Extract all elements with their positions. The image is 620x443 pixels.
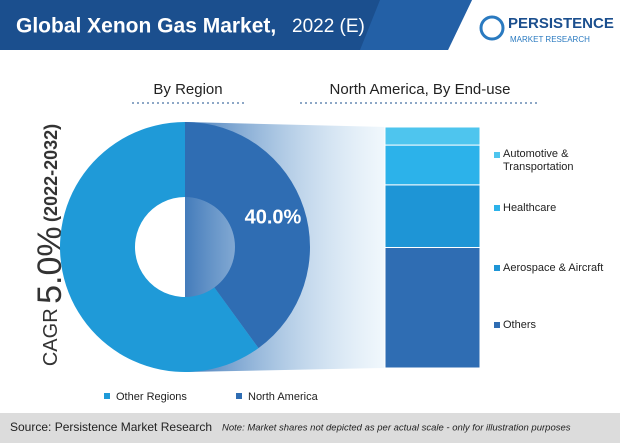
bar-title: North America, By End-use: [330, 81, 511, 98]
logo-name: PERSISTENCE: [508, 15, 614, 32]
header-stripe: [360, 0, 472, 50]
cagr-label: CAGR: [40, 308, 62, 366]
cagr: CAGR 5.0% (2022-2032): [31, 124, 69, 366]
cagr-period: (2022-2032): [41, 124, 61, 222]
note: Note: Market shares not depicted as per …: [222, 423, 571, 434]
legend-swatch: [494, 265, 500, 271]
logo-tagline: MARKET RESEARCH: [510, 35, 590, 44]
title: Global Xenon Gas Market,: [16, 15, 276, 38]
logo-icon: [479, 15, 505, 41]
donut-title: By Region: [153, 81, 222, 98]
bar-segment: [384, 247, 481, 369]
legend-label: Aerospace & Aircraft: [503, 261, 604, 274]
legend-swatch: [494, 322, 500, 328]
header-band: [0, 0, 472, 50]
value-label: 40.0%: [245, 207, 302, 229]
title-suffix: 2022 (E): [292, 16, 365, 37]
donut-segment: [60, 122, 259, 372]
legend-swatch: [104, 393, 110, 399]
legend-swatch: [236, 393, 242, 399]
donut-segment: [185, 122, 311, 349]
footer-band: [0, 413, 620, 443]
legend-label: Healthcare: [503, 201, 557, 214]
legend-label: Others: [503, 318, 537, 331]
legend-swatch: [494, 152, 500, 158]
bar-segment: [384, 184, 481, 248]
bar-segment: [384, 126, 481, 146]
legend-label: Other Regions: [116, 391, 187, 403]
source: Source: Persistence Market Research: [10, 420, 212, 434]
legend-label: Automotive & Transportation: [503, 148, 574, 173]
bar-segment: [384, 144, 481, 186]
legend-swatch: [494, 205, 500, 211]
legend-label: North America: [248, 391, 319, 403]
